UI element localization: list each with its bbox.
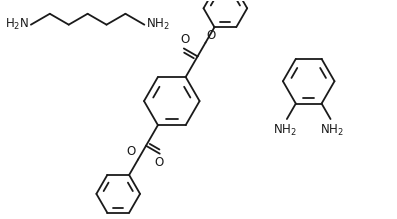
Text: $\mathsf{NH_2}$: $\mathsf{NH_2}$ xyxy=(146,17,170,32)
Text: $\mathsf{NH_2}$: $\mathsf{NH_2}$ xyxy=(320,123,345,138)
Text: $\mathsf{NH_2}$: $\mathsf{NH_2}$ xyxy=(273,123,297,138)
Text: O: O xyxy=(154,156,164,169)
Text: O: O xyxy=(206,29,216,42)
Text: O: O xyxy=(180,34,189,46)
Text: $\mathsf{H_2N}$: $\mathsf{H_2N}$ xyxy=(5,17,29,32)
Text: O: O xyxy=(127,145,136,157)
